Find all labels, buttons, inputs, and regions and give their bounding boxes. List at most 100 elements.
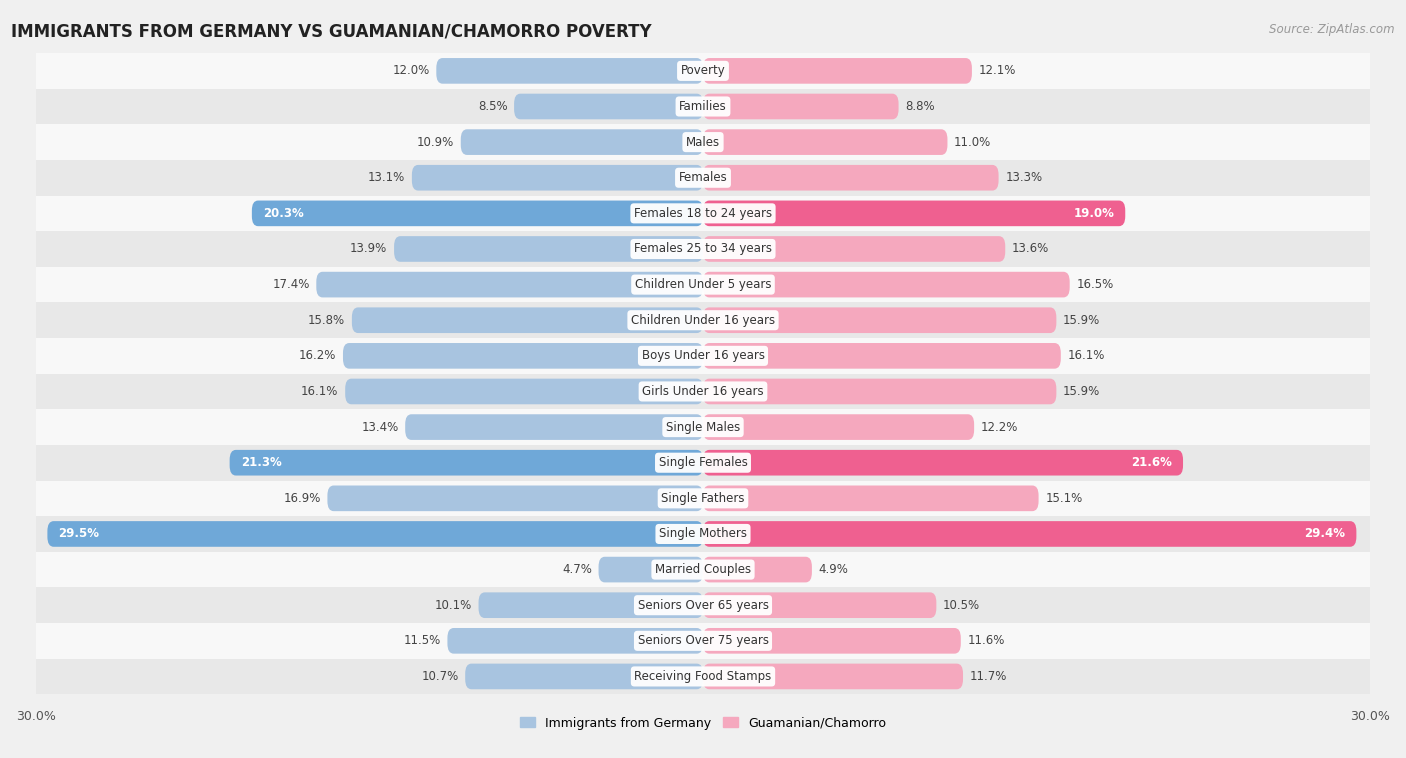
Text: 19.0%: 19.0% <box>1073 207 1114 220</box>
FancyBboxPatch shape <box>703 450 1182 475</box>
FancyBboxPatch shape <box>703 236 1005 262</box>
Text: Females: Females <box>679 171 727 184</box>
FancyBboxPatch shape <box>703 201 1125 226</box>
Text: 16.1%: 16.1% <box>1067 349 1105 362</box>
Bar <box>37 89 1369 124</box>
FancyBboxPatch shape <box>229 450 703 475</box>
Bar <box>37 623 1369 659</box>
Bar <box>37 302 1369 338</box>
Bar <box>37 409 1369 445</box>
Text: 12.2%: 12.2% <box>981 421 1018 434</box>
Text: Poverty: Poverty <box>681 64 725 77</box>
FancyBboxPatch shape <box>703 272 1070 297</box>
Text: 13.9%: 13.9% <box>350 243 388 255</box>
Text: IMMIGRANTS FROM GERMANY VS GUAMANIAN/CHAMORRO POVERTY: IMMIGRANTS FROM GERMANY VS GUAMANIAN/CHA… <box>11 23 652 41</box>
Text: 16.2%: 16.2% <box>299 349 336 362</box>
Text: 16.9%: 16.9% <box>284 492 321 505</box>
Text: Single Fathers: Single Fathers <box>661 492 745 505</box>
FancyBboxPatch shape <box>703 628 960 653</box>
Bar <box>37 53 1369 89</box>
Bar <box>37 445 1369 481</box>
FancyBboxPatch shape <box>515 94 703 119</box>
Text: 16.1%: 16.1% <box>301 385 339 398</box>
Text: 10.9%: 10.9% <box>416 136 454 149</box>
FancyBboxPatch shape <box>703 130 948 155</box>
Text: 12.1%: 12.1% <box>979 64 1017 77</box>
Text: Single Females: Single Females <box>658 456 748 469</box>
Text: 13.1%: 13.1% <box>368 171 405 184</box>
FancyBboxPatch shape <box>328 486 703 511</box>
Text: 15.8%: 15.8% <box>308 314 346 327</box>
Text: Females 25 to 34 years: Females 25 to 34 years <box>634 243 772 255</box>
Text: 16.5%: 16.5% <box>1077 278 1114 291</box>
FancyBboxPatch shape <box>447 628 703 653</box>
Text: Single Mothers: Single Mothers <box>659 528 747 540</box>
Text: 21.3%: 21.3% <box>240 456 281 469</box>
Bar <box>37 267 1369 302</box>
Text: 10.1%: 10.1% <box>434 599 472 612</box>
FancyBboxPatch shape <box>703 557 811 582</box>
Text: 10.7%: 10.7% <box>422 670 458 683</box>
Text: Source: ZipAtlas.com: Source: ZipAtlas.com <box>1270 23 1395 36</box>
FancyBboxPatch shape <box>436 58 703 83</box>
Text: 29.4%: 29.4% <box>1305 528 1346 540</box>
Text: 11.6%: 11.6% <box>967 634 1005 647</box>
Bar <box>37 124 1369 160</box>
Text: 11.0%: 11.0% <box>955 136 991 149</box>
FancyBboxPatch shape <box>343 343 703 368</box>
Text: 13.4%: 13.4% <box>361 421 398 434</box>
Text: 15.9%: 15.9% <box>1063 385 1101 398</box>
Text: 15.9%: 15.9% <box>1063 314 1101 327</box>
Bar <box>37 231 1369 267</box>
FancyBboxPatch shape <box>316 272 703 297</box>
Text: 21.6%: 21.6% <box>1130 456 1173 469</box>
Bar <box>37 516 1369 552</box>
FancyBboxPatch shape <box>703 308 1056 333</box>
FancyBboxPatch shape <box>252 201 703 226</box>
Text: 12.0%: 12.0% <box>392 64 430 77</box>
Text: 29.5%: 29.5% <box>59 528 100 540</box>
Text: 8.5%: 8.5% <box>478 100 508 113</box>
FancyBboxPatch shape <box>703 592 936 618</box>
FancyBboxPatch shape <box>352 308 703 333</box>
FancyBboxPatch shape <box>703 522 1357 547</box>
Text: Seniors Over 65 years: Seniors Over 65 years <box>637 599 769 612</box>
Text: 13.6%: 13.6% <box>1012 243 1049 255</box>
FancyBboxPatch shape <box>48 522 703 547</box>
FancyBboxPatch shape <box>703 486 1039 511</box>
Bar <box>37 552 1369 587</box>
Text: Children Under 16 years: Children Under 16 years <box>631 314 775 327</box>
Text: 13.3%: 13.3% <box>1005 171 1042 184</box>
FancyBboxPatch shape <box>703 343 1060 368</box>
FancyBboxPatch shape <box>394 236 703 262</box>
Bar <box>37 196 1369 231</box>
FancyBboxPatch shape <box>461 130 703 155</box>
Bar <box>37 659 1369 694</box>
Bar <box>37 374 1369 409</box>
Text: 20.3%: 20.3% <box>263 207 304 220</box>
Text: Boys Under 16 years: Boys Under 16 years <box>641 349 765 362</box>
Text: Single Males: Single Males <box>666 421 740 434</box>
Bar <box>37 160 1369 196</box>
FancyBboxPatch shape <box>412 165 703 190</box>
Bar <box>37 481 1369 516</box>
FancyBboxPatch shape <box>405 415 703 440</box>
Text: 8.8%: 8.8% <box>905 100 935 113</box>
Legend: Immigrants from Germany, Guamanian/Chamorro: Immigrants from Germany, Guamanian/Chamo… <box>515 712 891 735</box>
FancyBboxPatch shape <box>703 58 972 83</box>
Text: Receiving Food Stamps: Receiving Food Stamps <box>634 670 772 683</box>
Text: 11.5%: 11.5% <box>404 634 440 647</box>
Text: 17.4%: 17.4% <box>273 278 309 291</box>
Text: 4.9%: 4.9% <box>818 563 848 576</box>
Text: Families: Families <box>679 100 727 113</box>
FancyBboxPatch shape <box>465 663 703 689</box>
Bar <box>37 587 1369 623</box>
Text: Females 18 to 24 years: Females 18 to 24 years <box>634 207 772 220</box>
FancyBboxPatch shape <box>346 379 703 404</box>
FancyBboxPatch shape <box>703 165 998 190</box>
Bar <box>37 338 1369 374</box>
FancyBboxPatch shape <box>703 379 1056 404</box>
FancyBboxPatch shape <box>703 663 963 689</box>
Text: 11.7%: 11.7% <box>970 670 1007 683</box>
FancyBboxPatch shape <box>703 415 974 440</box>
